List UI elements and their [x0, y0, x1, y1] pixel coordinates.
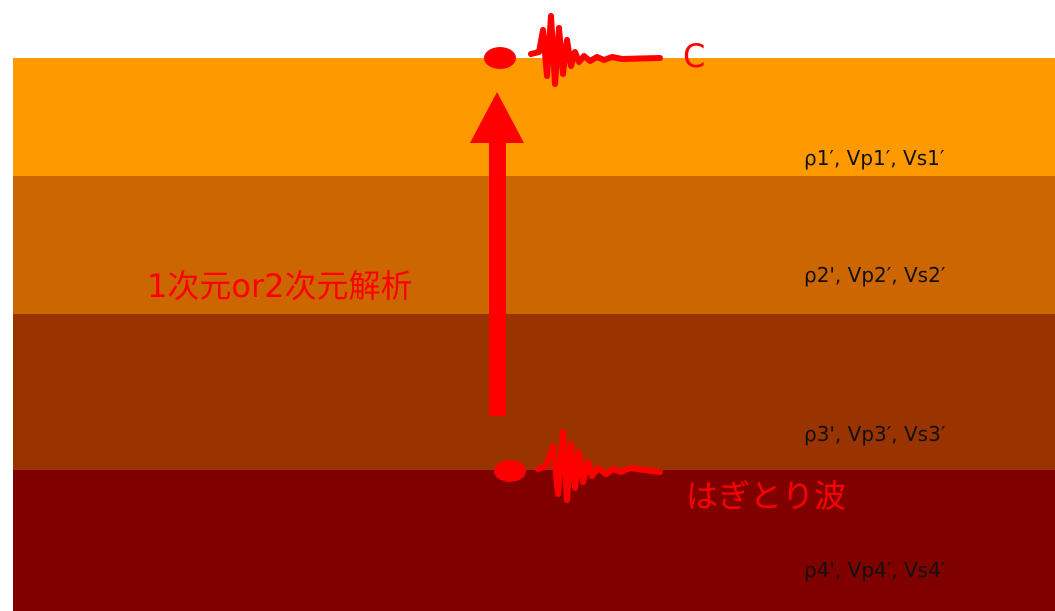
- outcrop-wave-label: はぎとり波: [686, 477, 847, 515]
- layer-1-properties: ρ1′, Vp1′, Vs1′: [804, 146, 945, 170]
- soil-layer-4: [13, 470, 1055, 611]
- analysis-label: 1次元or2次元解析: [147, 267, 413, 305]
- surface-point-label: C: [683, 37, 706, 75]
- layer-3-properties: ρ3', Vp3′, Vs3′: [804, 422, 946, 446]
- soil-layer-3: [13, 314, 1055, 470]
- soil-layer-1: [13, 58, 1055, 176]
- surface-point-marker: [484, 47, 516, 69]
- up-arrow-icon: [470, 92, 524, 143]
- top-waveform-icon: [528, 13, 663, 87]
- bottom-waveform-icon: [535, 429, 663, 503]
- analysis-arrow-shaft: [489, 138, 506, 416]
- outcrop-point-marker: [494, 460, 526, 482]
- layer-4-properties: ρ4', Vp4′, Vs4′: [804, 558, 946, 582]
- layer-2-properties: ρ2', Vp2′, Vs2′: [804, 263, 946, 287]
- soil-layer-2: [13, 176, 1055, 314]
